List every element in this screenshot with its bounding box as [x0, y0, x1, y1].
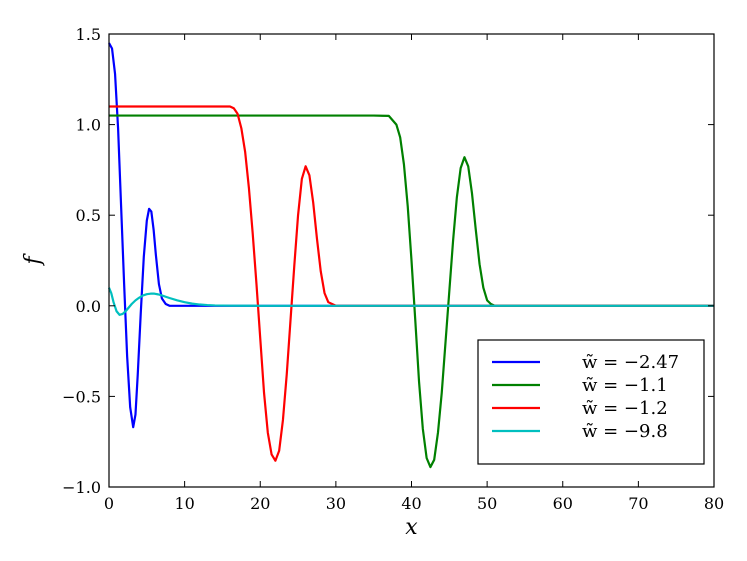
- x-axis-label: x: [405, 515, 418, 540]
- legend-label-1: w̃ = −2.47: [582, 352, 679, 373]
- series-line-3: [109, 105, 714, 462]
- x-tick-label: 30: [326, 494, 346, 513]
- legend-box: [477, 339, 705, 465]
- series-line-4: [107, 287, 714, 316]
- x-tick-label: 20: [250, 494, 270, 513]
- series-line-1: [108, 42, 714, 429]
- legend-label-3: w̃ = −1.2: [582, 398, 668, 419]
- y-tick-label: −0.5: [62, 387, 101, 406]
- series-layer: [107, 42, 714, 469]
- legend-label-2: w̃ = −1.1: [582, 375, 668, 396]
- x-tick-label: 60: [553, 494, 573, 513]
- tick-layer: 0 10 20 30 40 50 60 70 80 −1.0 −0.5 0.0 0.5 1.0 1.5: [62, 25, 724, 513]
- series-line-2: [109, 114, 714, 469]
- x-tick-label: 0: [104, 494, 114, 513]
- x-tick-label: 40: [401, 494, 421, 513]
- y-tick-label: 0.5: [76, 206, 101, 225]
- y-tick-label: 1.5: [76, 25, 101, 44]
- y-tick-label: 0.0: [76, 297, 101, 316]
- x-tick-label: 70: [628, 494, 648, 513]
- y-tick-label: 1.0: [76, 116, 101, 135]
- x-tick-label: 80: [704, 494, 724, 513]
- x-tick-label: 10: [174, 494, 194, 513]
- legend: w̃ = −2.47w̃ = −1.1w̃ = −1.2w̃ = −9.8: [477, 339, 705, 465]
- y-tick-label: −1.0: [62, 478, 101, 497]
- legend-label-4: w̃ = −9.8: [582, 421, 668, 442]
- x-tick-label: 50: [477, 494, 497, 513]
